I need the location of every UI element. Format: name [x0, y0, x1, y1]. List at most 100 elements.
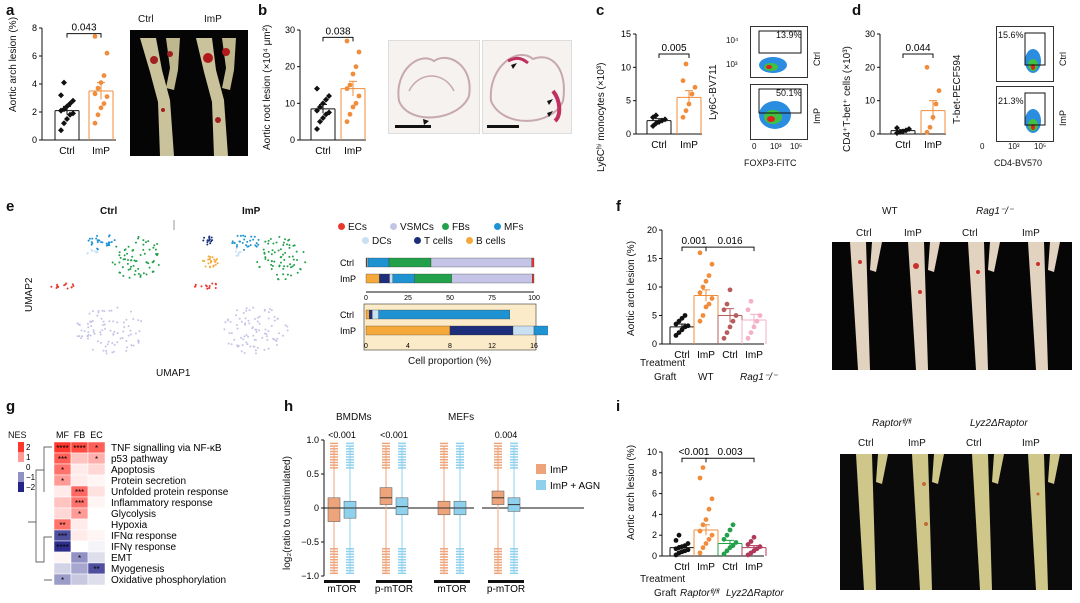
- bar-segment: [365, 325, 451, 336]
- significance-bracket: [902, 53, 934, 58]
- umap-fb-point: [118, 251, 121, 254]
- y-tick-label: 15: [621, 29, 631, 39]
- data-point: [927, 124, 933, 130]
- heatmap-star: ***: [58, 455, 67, 464]
- legend-swatch: [362, 237, 369, 244]
- umap-fb-point: [292, 258, 295, 261]
- umap-tcell-point: [210, 236, 213, 239]
- umap-fb-point: [148, 266, 151, 269]
- umap-mf-point: [257, 238, 260, 241]
- data-point: [700, 284, 706, 290]
- umap-vsmc-point: [110, 309, 113, 312]
- umap-mf-point: [242, 248, 245, 251]
- heatmap-cell: [70, 529, 89, 542]
- umap-vsmc-point: [102, 320, 105, 323]
- nes-colorbar-segment: [18, 482, 24, 492]
- umap-vsmc-point: [238, 317, 241, 320]
- data-point: [104, 94, 110, 99]
- data-point: [757, 313, 763, 318]
- umap-vsmc-point: [100, 317, 103, 320]
- umap-vsmc-point: [121, 336, 124, 339]
- heatmap-star: ***: [58, 532, 67, 541]
- umap-vsmc-point: [123, 326, 126, 329]
- panel-c-flow-xlabel: FOXP3-FITC: [744, 158, 797, 168]
- data-point: [679, 327, 685, 333]
- umap-mf-point: [88, 237, 91, 240]
- umap-fb-point: [278, 235, 281, 238]
- umap-vsmc-point: [76, 335, 79, 338]
- panel-f-photo-label-3: ImP: [1022, 228, 1040, 239]
- umap-fb-point: [134, 269, 137, 272]
- umap-fb-point: [152, 246, 155, 249]
- umap-fb-point: [273, 251, 276, 254]
- panel-d-flow-xtick-1: 10³: [1008, 142, 1020, 151]
- umap-fb-point: [144, 241, 147, 244]
- bar-segment: [414, 273, 452, 284]
- umap-vsmc-point: [89, 334, 92, 337]
- data-point: [350, 71, 356, 77]
- data-point: [314, 85, 320, 92]
- umap-vsmc-point: [132, 344, 135, 347]
- panel-f-chart: 0 5 10 15 20 Ctrl ImP Ctrl ImP 0.001 0.016: [647, 225, 767, 361]
- panel-f-treatment-label: Treatment: [640, 358, 686, 369]
- data-point: [323, 96, 329, 103]
- panel-e-bar-chart: Ctrl ImP 0 25 50 75 100 Ctrl ImP 0 4 8 12 16: [340, 257, 548, 351]
- data-point: [703, 541, 709, 546]
- umap-bcell-point: [209, 266, 212, 269]
- data-point: [317, 118, 323, 125]
- data-point: [700, 522, 706, 528]
- umap-vsmc-point: [101, 309, 104, 312]
- umap-ec-point: [56, 283, 59, 286]
- box: [343, 500, 357, 519]
- data-point: [930, 114, 936, 120]
- umap-tcell-point: [211, 239, 214, 242]
- heatmap-row-label: Unfolded protein response: [111, 487, 229, 498]
- umap-dc-point: [91, 249, 94, 252]
- data-point: [320, 100, 326, 107]
- umap-dc-point: [237, 253, 240, 256]
- umap-vsmc-point: [102, 349, 105, 352]
- umap-fb-point: [139, 275, 142, 278]
- group-bar: [434, 580, 470, 583]
- umap-ec-point: [214, 282, 217, 285]
- p-value-label: 0.016: [717, 236, 742, 247]
- umap-mf-point: [91, 237, 94, 240]
- umap-mf-point: [245, 244, 248, 247]
- heatmap-cell: [87, 463, 106, 476]
- umap-fb-point: [288, 246, 291, 249]
- x-tick-label: Ctrl: [674, 350, 690, 361]
- data-point: [92, 120, 98, 126]
- data-point: [683, 108, 689, 114]
- umap-bcell-point: [211, 256, 214, 259]
- data-point: [104, 50, 110, 56]
- panel-d-flow-pct-ctrl: 15.6%: [998, 30, 1024, 40]
- heatmap-row-label: p53 pathway: [111, 454, 168, 465]
- umap-mf-point: [257, 243, 260, 246]
- nes-tick-label: −2: [26, 483, 36, 492]
- umap-fb-point: [134, 260, 137, 263]
- umap-fb-point: [133, 259, 136, 262]
- panel-a-photo-imp-label: ImP: [204, 14, 222, 25]
- heatmap-star: **: [93, 565, 99, 574]
- umap-fb-point: [137, 272, 140, 275]
- umap-tcell-point: [206, 241, 209, 244]
- umap-vsmc-point: [224, 321, 227, 324]
- heatmap-cell: [87, 573, 106, 586]
- umap-vsmc-point: [111, 341, 114, 344]
- umap-vsmc-point: [254, 349, 257, 352]
- bar-category-label: ImP: [340, 274, 356, 284]
- data-point: [353, 64, 359, 70]
- umap-vsmc-point: [244, 322, 247, 325]
- data-point: [706, 506, 712, 512]
- umap-vsmc-point: [122, 330, 125, 333]
- data-point: [730, 543, 736, 548]
- umap-vsmc-point: [107, 340, 110, 343]
- heatmap-star: *: [61, 477, 64, 486]
- umap-fb-point: [127, 268, 130, 271]
- panel-f-graft-rag1: Rag1⁻/⁻: [740, 372, 778, 383]
- umap-bcell-point: [214, 263, 217, 266]
- panel-c-flow-group-ctrl: Ctrl: [812, 52, 822, 66]
- data-point: [680, 114, 686, 120]
- y-tick-label: 10: [285, 98, 295, 108]
- umap-vsmc-point: [275, 344, 278, 347]
